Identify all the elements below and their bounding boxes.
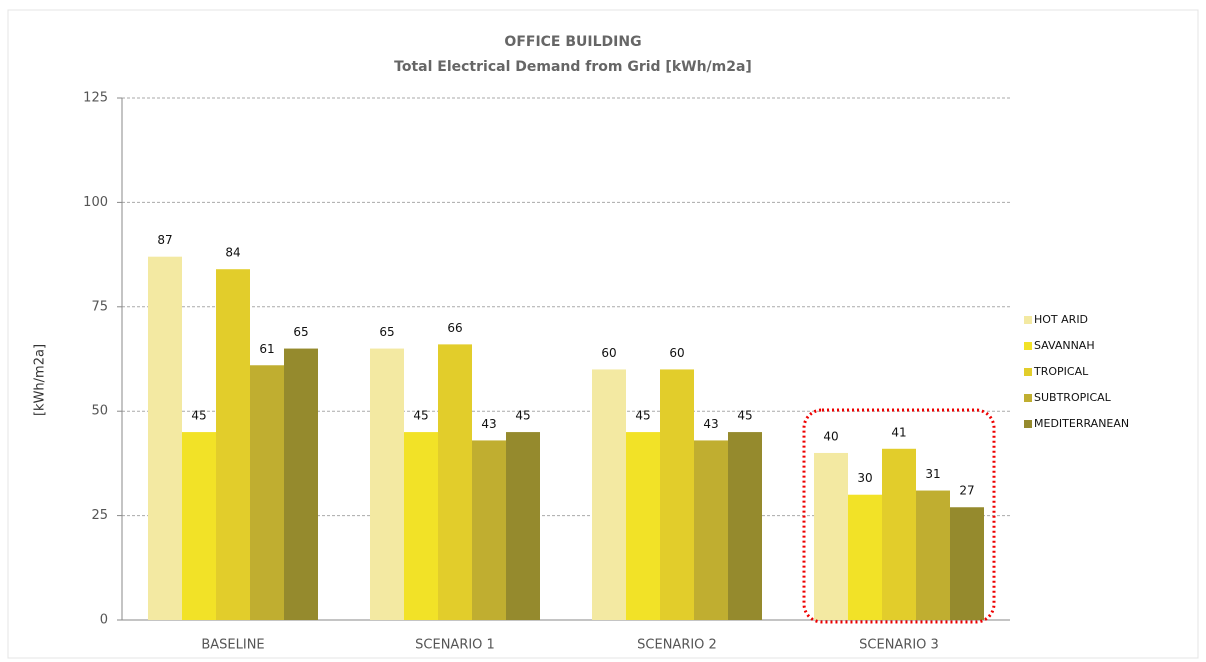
bar [694, 440, 728, 620]
data-label: 60 [601, 346, 616, 360]
y-tick-label: 50 [91, 404, 108, 419]
y-tick-label: 0 [100, 613, 108, 628]
y-tick-label: 25 [91, 508, 108, 523]
bar [506, 432, 540, 620]
bar [660, 369, 694, 620]
x-tick-label: BASELINE [201, 638, 264, 653]
data-label: 60 [669, 346, 684, 360]
bar [848, 494, 882, 620]
bar [916, 490, 950, 620]
bar [728, 432, 762, 620]
bar [592, 369, 626, 620]
bar [216, 269, 250, 620]
legend-swatch [1024, 420, 1032, 428]
data-label: 66 [447, 321, 462, 335]
bar [438, 344, 472, 620]
legend-swatch [1024, 342, 1032, 350]
bar [284, 348, 318, 620]
y-axis-label: [kWh/m2a] [33, 344, 48, 416]
bar [250, 365, 284, 620]
data-label: 31 [925, 467, 940, 481]
bar [370, 348, 404, 620]
bar [472, 440, 506, 620]
data-label: 45 [635, 409, 650, 423]
data-label: 65 [293, 325, 308, 339]
x-tick-label: SCENARIO 3 [859, 638, 939, 653]
legend-label: MEDITERRANEAN [1034, 417, 1129, 430]
bar [814, 452, 848, 620]
legend-swatch [1024, 394, 1032, 402]
data-label: 87 [157, 233, 172, 247]
data-label: 40 [823, 429, 838, 443]
data-label: 45 [413, 409, 428, 423]
data-label: 45 [191, 409, 206, 423]
legend-swatch [1024, 368, 1032, 376]
y-tick-label: 75 [91, 299, 108, 314]
highlight-box [802, 408, 996, 624]
legend-swatch [1024, 316, 1032, 324]
data-label: 43 [481, 417, 496, 431]
data-label: 65 [379, 325, 394, 339]
data-label: 43 [703, 417, 718, 431]
y-tick-label: 125 [83, 91, 108, 106]
bar [626, 432, 660, 620]
y-tick-label: 100 [83, 195, 108, 210]
data-label: 27 [959, 484, 974, 498]
chart-title: OFFICE BUILDING [504, 34, 641, 50]
bar [882, 448, 916, 620]
chart-subtitle: Total Electrical Demand from Grid [kWh/m… [394, 59, 752, 75]
legend-label: SUBTROPICAL [1034, 391, 1112, 404]
bar [182, 432, 216, 620]
x-tick-label: SCENARIO 1 [415, 638, 495, 653]
data-label: 84 [225, 246, 240, 260]
data-label: 45 [515, 409, 530, 423]
bar [404, 432, 438, 620]
bar [148, 256, 182, 620]
data-label: 61 [259, 342, 274, 356]
legend-label: SAVANNAH [1034, 339, 1095, 352]
x-tick-label: SCENARIO 2 [637, 638, 717, 653]
data-label: 30 [857, 471, 872, 485]
bar [950, 507, 984, 620]
data-label: 41 [891, 425, 906, 439]
legend-label: TROPICAL [1033, 365, 1089, 378]
data-label: 45 [737, 409, 752, 423]
legend-label: HOT ARID [1034, 313, 1088, 326]
